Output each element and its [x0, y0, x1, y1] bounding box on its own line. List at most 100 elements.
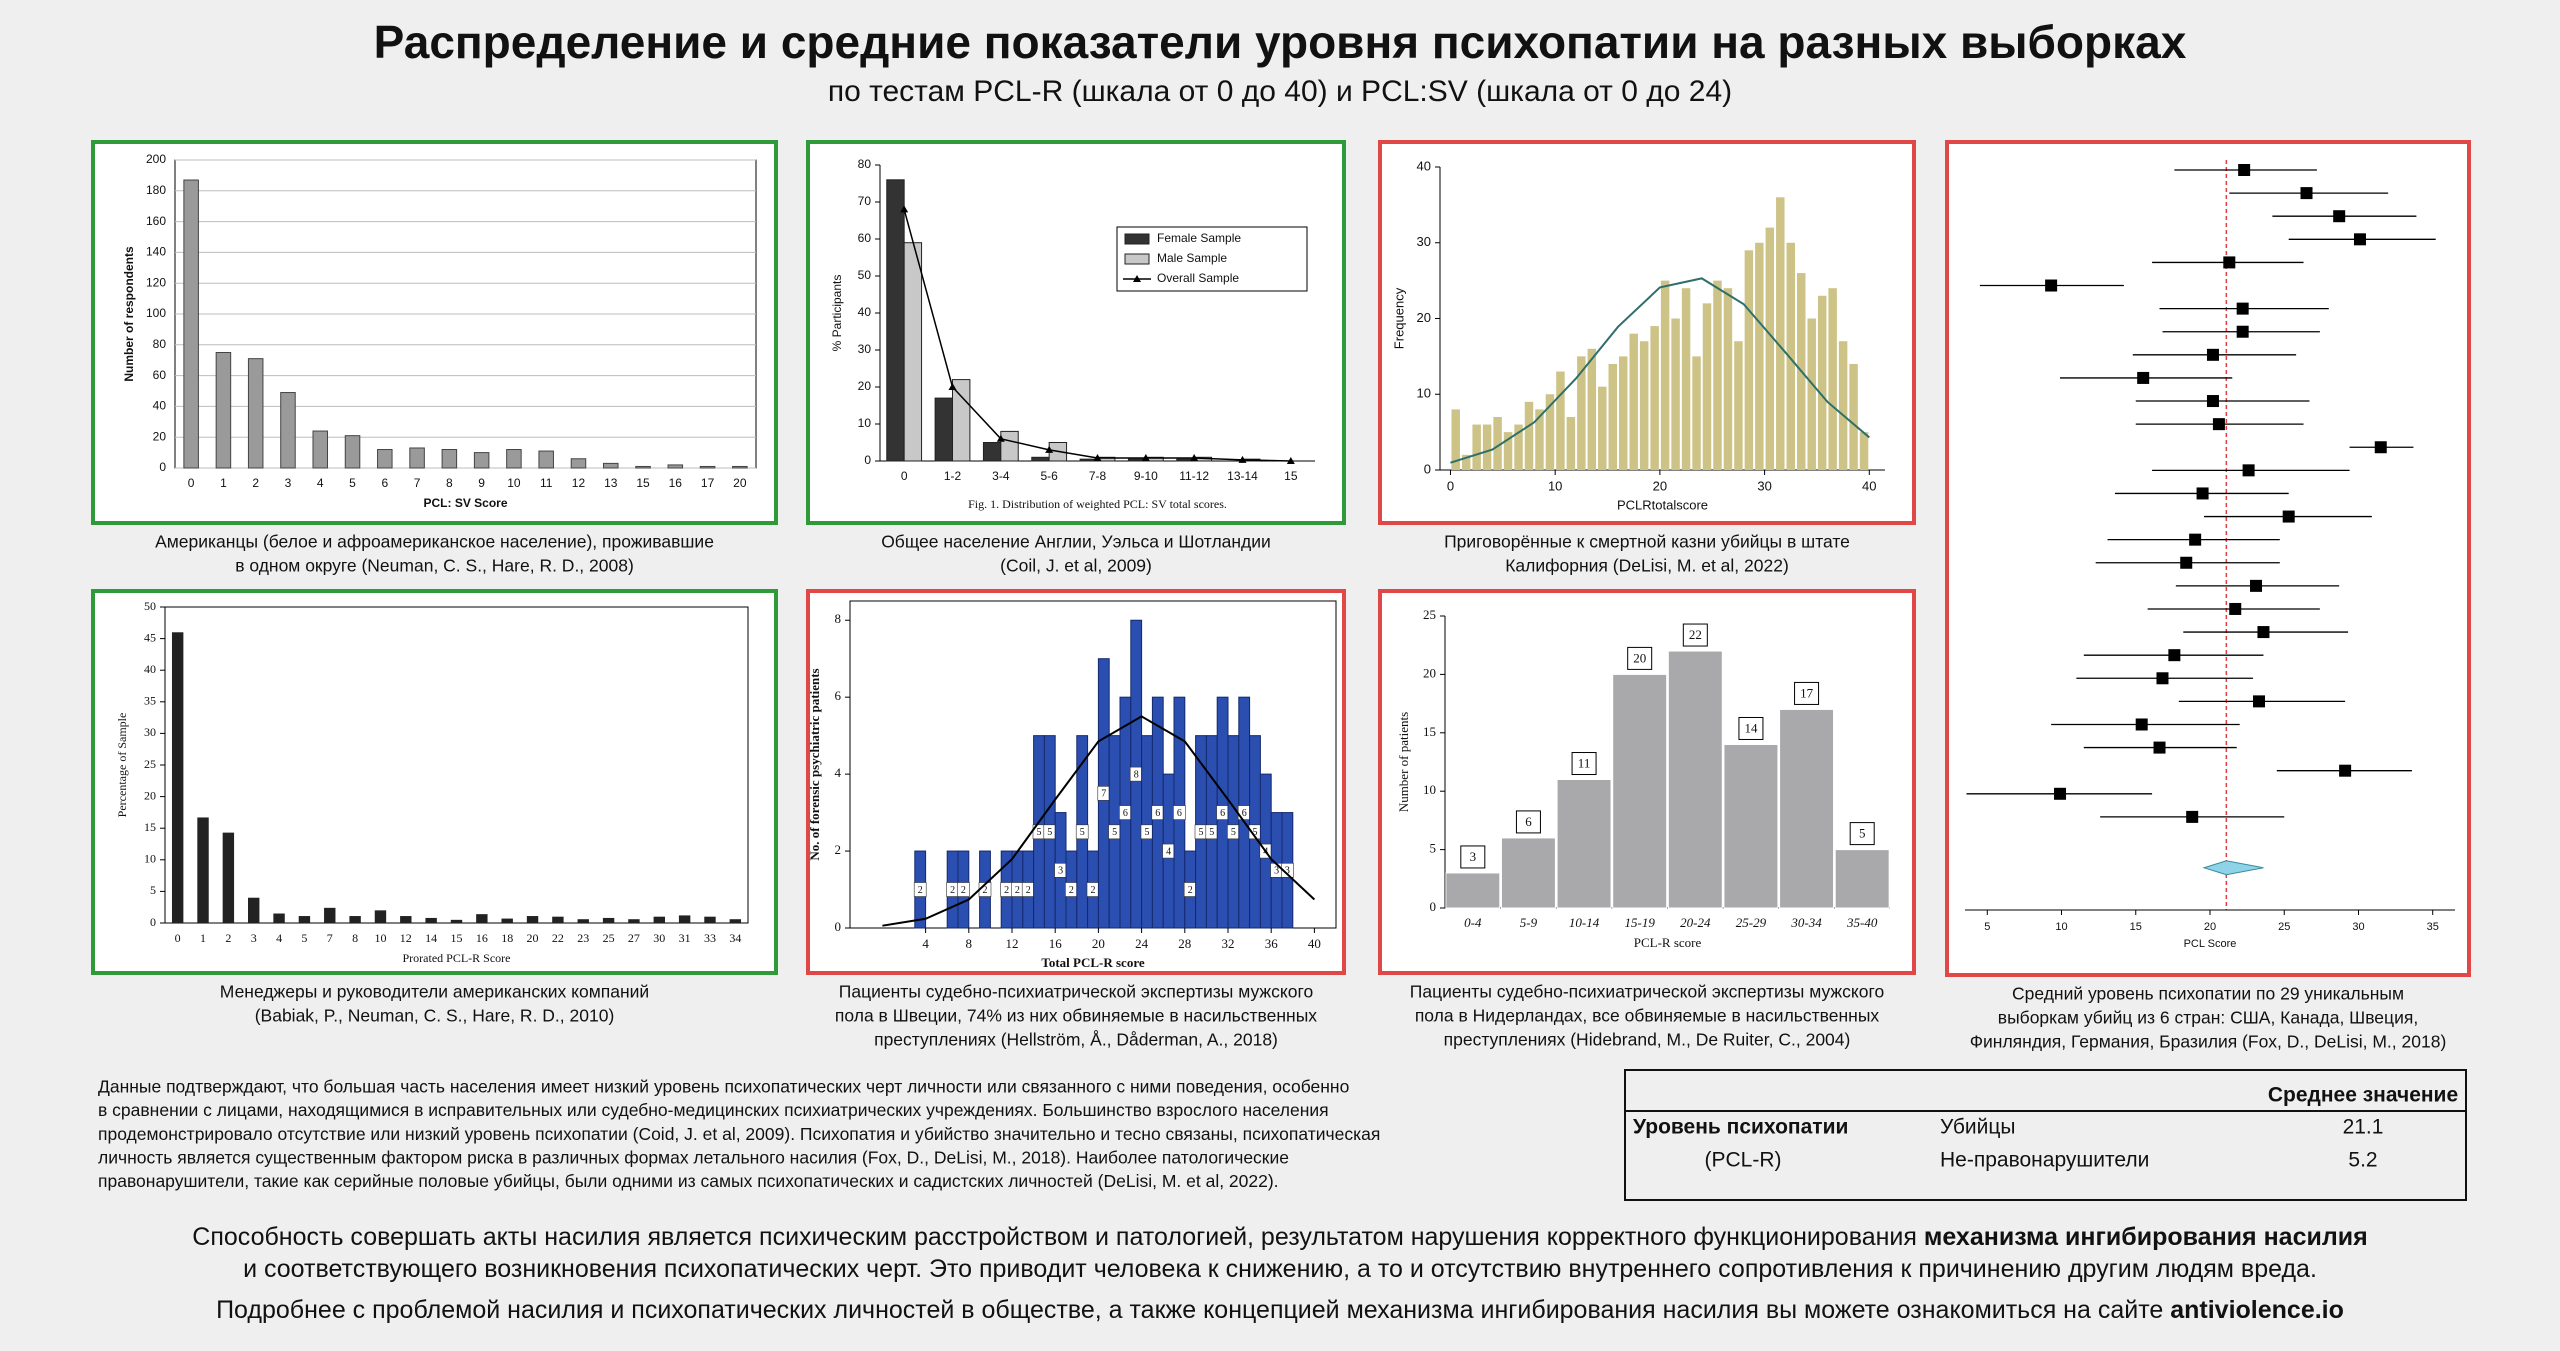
bar	[982, 442, 1002, 462]
y-tick-label: 60	[858, 231, 872, 245]
data-label: 3	[1058, 866, 1063, 877]
data-label-box	[1849, 822, 1875, 846]
estimate-marker	[2196, 487, 2209, 500]
estimate-marker	[2229, 602, 2242, 615]
x-tick-label: 34	[729, 931, 741, 945]
histogram-bar	[1849, 363, 1858, 470]
x-tick-label: 1-2	[944, 469, 962, 483]
legend-marker	[1133, 275, 1141, 282]
figure-note: Fig. 1. Distribution of weighted PCL: SV…	[968, 497, 1227, 511]
data-label-box	[1460, 845, 1486, 869]
x-tick-label: 4	[922, 936, 929, 951]
bar	[526, 916, 539, 923]
y-axis-title: Percentage of Sample	[115, 713, 129, 818]
x-tick-label: 5	[1984, 921, 1990, 933]
panel-caption: (Coil, J. et al, 2009)	[1000, 556, 1152, 576]
x-tick-label: 0-4	[1464, 915, 1482, 930]
data-label-box	[1173, 805, 1186, 820]
x-tick-label: 25-29	[1736, 915, 1767, 930]
fit-curve	[882, 715, 1316, 927]
bar	[248, 897, 260, 923]
x-tick-label: 2	[252, 476, 259, 490]
x-tick-label: 3	[251, 931, 257, 945]
estimate-marker	[2236, 325, 2249, 338]
panel-caption: Пациенты судебно-психиатрической эксперт…	[839, 982, 1313, 1002]
y-tick-label: 50	[858, 268, 872, 282]
chart: 5 10 15 20 25 30 35 PCL Score	[1965, 160, 2455, 950]
bar	[886, 179, 905, 462]
histogram-bar	[1608, 363, 1617, 470]
y-tick-label: 0	[1430, 899, 1437, 914]
histogram-bar	[1817, 295, 1827, 470]
x-tick-label: 13-14	[1227, 469, 1258, 483]
bar	[1000, 430, 1019, 462]
histogram-bar	[1765, 227, 1775, 470]
bar	[171, 632, 184, 923]
data-label: 5	[1199, 827, 1204, 838]
table-frame	[1624, 1069, 2467, 1201]
data-label: 2	[918, 885, 923, 896]
histogram-bar	[1503, 432, 1513, 470]
x-tick-label: 16	[476, 931, 488, 945]
estimate-marker	[2223, 256, 2236, 269]
y-tick-label: 160	[146, 214, 166, 228]
estimate-marker	[2236, 302, 2249, 315]
bar	[501, 918, 513, 923]
x-tick-label: 27	[628, 931, 640, 945]
y-tick-label: 25	[1423, 607, 1436, 622]
footer-text: Подробнее с проблемой насилия и психопат…	[216, 1296, 2170, 1324]
y-tick-label: 45	[144, 630, 156, 644]
x-tick-label: 20	[1092, 936, 1105, 951]
y-tick-label: 2	[835, 842, 842, 857]
bar	[476, 914, 488, 923]
bar	[1445, 872, 1501, 909]
paragraph-line: правонарушители, такие как серийные поло…	[98, 1171, 1279, 1191]
histogram-bar	[1671, 318, 1680, 470]
histogram-bar	[1681, 288, 1691, 470]
panel-caption: Финляндия, Германия, Бразилия (Fox, D., …	[1970, 1032, 2447, 1052]
y-tick-label: 140	[146, 245, 166, 259]
y-tick-label: 10	[858, 416, 872, 430]
x-tick-label: 36	[1265, 936, 1279, 951]
histogram-bar	[1461, 454, 1471, 470]
y-tick-label: 20	[858, 379, 872, 393]
x-tick-label: 20	[733, 476, 747, 490]
panel-caption: преступлениях (Hidebrand, M., De Ruiter,…	[1444, 1030, 1851, 1050]
y-tick-label: 0	[159, 460, 166, 474]
histogram-bar	[1545, 394, 1555, 470]
bar	[903, 242, 923, 462]
bar	[222, 832, 235, 923]
histogram-bar	[1472, 424, 1481, 470]
table-cell: Не-правонарушители	[1940, 1149, 2149, 1172]
y-tick-label: 30	[1417, 234, 1431, 249]
line-marker	[1286, 457, 1295, 464]
panel-caption: Американцы (белое и афроамериканское нас…	[155, 532, 714, 552]
data-label: 3	[1285, 866, 1290, 877]
panel-caption: пола в Нидерландах, все обвиняемые в нас…	[1415, 1006, 1880, 1026]
x-tick-label: 20	[2204, 921, 2216, 933]
x-tick-label: 0	[175, 931, 181, 945]
bar	[678, 915, 691, 923]
x-tick-label: 0	[901, 469, 908, 483]
y-axis-title: Number of patients	[1396, 712, 1411, 812]
data-label: 7	[1101, 789, 1106, 800]
x-tick-label: 30	[2352, 921, 2364, 933]
x-tick-label: 3	[285, 476, 292, 490]
x-tick-label: 15	[1284, 469, 1298, 483]
estimate-marker	[2253, 695, 2265, 708]
y-tick-label: 30	[144, 725, 156, 739]
x-tick-label: 5	[349, 476, 356, 490]
estimate-marker	[2282, 510, 2295, 523]
panel-caption: Пациенты судебно-психиатрической эксперт…	[1410, 982, 1884, 1002]
histogram-bar	[1493, 416, 1502, 470]
bar	[1500, 837, 1556, 909]
y-tick-label: 10	[1417, 386, 1431, 401]
x-tick-label: 7	[414, 476, 421, 490]
bar	[732, 465, 748, 469]
x-tick-label: 15	[2130, 921, 2142, 933]
footer-emphasis: механизма ингибирования насилия	[1924, 1223, 2368, 1251]
x-tick-label: 12	[400, 931, 412, 945]
estimate-marker	[2168, 649, 2181, 662]
